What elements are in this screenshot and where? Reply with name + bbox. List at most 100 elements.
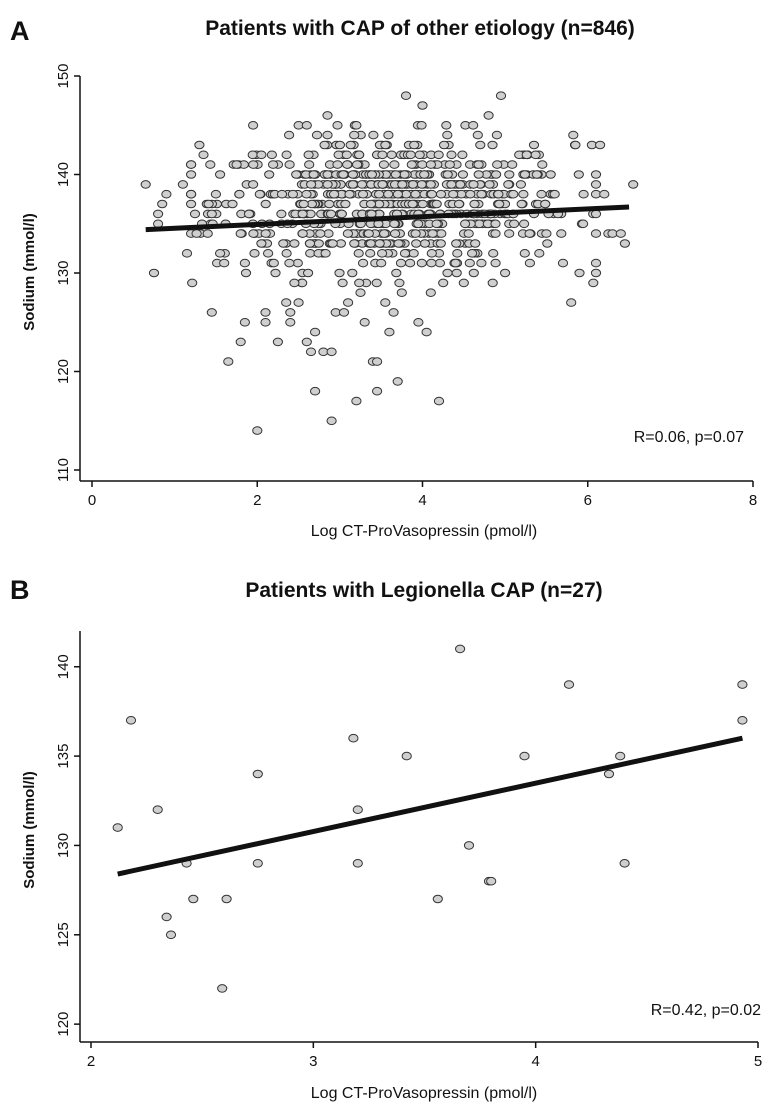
- data-point: [301, 337, 312, 347]
- data-point: [599, 189, 610, 199]
- data-point: [365, 249, 376, 258]
- panel-b: B Patients with Legionella CAP (n=27) So…: [10, 575, 762, 1102]
- data-point: [524, 229, 535, 238]
- data-point: [515, 180, 527, 189]
- panel-a-x-tick-label: 0: [88, 492, 96, 509]
- data-point: [504, 229, 515, 238]
- data-point: [446, 180, 457, 189]
- data-point: [297, 229, 308, 238]
- data-point: [203, 199, 214, 209]
- data-point: [293, 298, 304, 307]
- data-point: [405, 150, 416, 160]
- data-point: [409, 140, 420, 150]
- panel-b-y-tick-label: 125: [55, 922, 72, 947]
- data-point: [737, 680, 748, 689]
- panel-a-title: Patients with CAP of other etiology (n=8…: [205, 17, 635, 40]
- data-point: [528, 140, 540, 150]
- data-point: [256, 150, 267, 160]
- panel-a-regression-line: [145, 204, 630, 233]
- panel-b-y-tick-label: 120: [55, 1012, 72, 1037]
- data-point: [490, 219, 501, 229]
- data-point: [419, 239, 430, 248]
- data-point: [191, 229, 202, 238]
- data-point: [352, 160, 363, 169]
- data-point: [301, 189, 312, 199]
- data-point: [384, 327, 395, 337]
- data-point: [310, 386, 321, 396]
- data-point: [473, 160, 484, 169]
- data-point: [542, 239, 553, 248]
- data-point: [578, 219, 589, 229]
- data-point: [322, 170, 333, 179]
- data-point: [603, 769, 615, 779]
- data-point: [425, 180, 436, 189]
- data-point: [413, 219, 424, 229]
- data-point: [334, 268, 345, 278]
- data-point: [153, 209, 164, 219]
- panel-a-axes: 110 120 130 140 150 0 2 4 6 8: [55, 63, 757, 509]
- data-point: [433, 150, 444, 160]
- data-point: [325, 209, 337, 219]
- data-point: [407, 199, 418, 209]
- data-point: [417, 199, 428, 209]
- data-point: [451, 239, 462, 248]
- data-point: [186, 160, 197, 169]
- panel-a-y-tick-label: 150: [55, 63, 72, 88]
- data-point: [284, 160, 295, 169]
- data-point: [254, 189, 265, 199]
- data-point: [590, 170, 602, 179]
- data-point: [291, 170, 302, 179]
- data-point: [590, 229, 602, 238]
- data-point: [342, 160, 353, 169]
- data-point: [441, 121, 452, 130]
- data-point: [358, 258, 369, 268]
- data-point: [406, 160, 417, 169]
- panel-b-x-tick-label: 2: [87, 1053, 95, 1070]
- data-point: [419, 170, 430, 179]
- data-point: [431, 199, 442, 209]
- data-point: [380, 298, 391, 307]
- data-point: [425, 160, 436, 169]
- data-point: [272, 337, 283, 347]
- data-point: [148, 268, 160, 278]
- data-point: [278, 239, 289, 248]
- data-point: [400, 91, 412, 100]
- data-point: [303, 150, 314, 160]
- data-point: [248, 121, 259, 130]
- data-point: [186, 199, 197, 209]
- data-point: [442, 170, 453, 179]
- data-point: [198, 150, 209, 160]
- data-point: [516, 199, 527, 209]
- data-point: [467, 249, 478, 258]
- data-point: [206, 308, 217, 317]
- data-point: [303, 268, 314, 278]
- data-point: [284, 130, 295, 140]
- data-point: [351, 121, 362, 130]
- data-point: [351, 396, 362, 406]
- data-point: [371, 278, 382, 288]
- data-point: [401, 751, 412, 761]
- data-point: [308, 170, 319, 179]
- data-point: [590, 258, 602, 268]
- data-point: [161, 912, 172, 922]
- data-point: [570, 140, 581, 150]
- data-point: [268, 258, 279, 268]
- data-point: [434, 258, 445, 268]
- data-point: [416, 258, 427, 268]
- data-point: [386, 150, 397, 160]
- data-point: [112, 823, 123, 832]
- panel-a-y-tick-label: 120: [55, 359, 72, 384]
- data-point: [356, 180, 368, 189]
- data-point: [186, 189, 197, 199]
- panel-a-x-tick-label: 4: [418, 492, 426, 509]
- data-point: [234, 189, 245, 199]
- data-point: [536, 189, 547, 199]
- data-point: [366, 170, 377, 179]
- data-point: [519, 751, 530, 761]
- data-point: [177, 180, 188, 189]
- data-point: [590, 209, 602, 219]
- data-point: [416, 180, 427, 189]
- data-point: [326, 416, 337, 426]
- panel-a-x-axis-label: Log CT-ProVasopressin (pmol/l): [311, 523, 537, 540]
- data-point: [503, 180, 514, 189]
